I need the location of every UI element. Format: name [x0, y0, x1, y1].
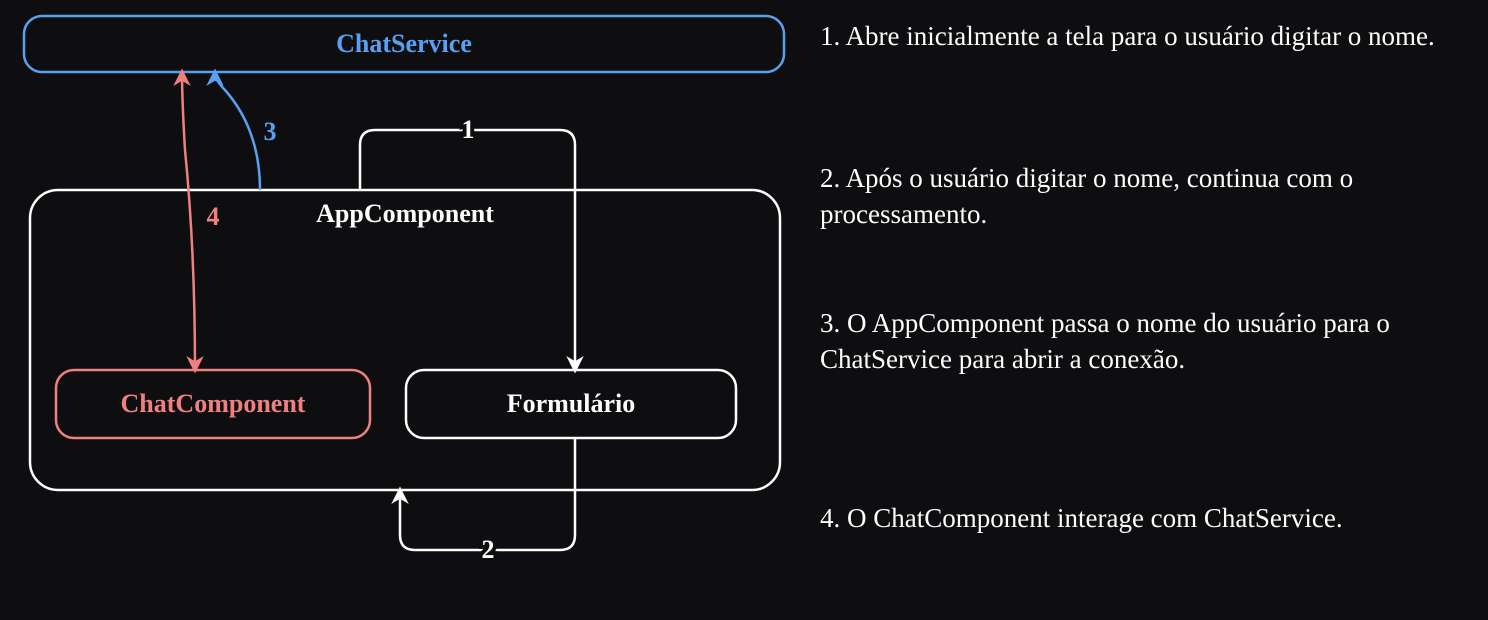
description-3: 3. O AppComponent passa o nome do usuári…	[820, 305, 1458, 378]
edge-3: 3	[215, 72, 277, 190]
edge-4: 4	[182, 72, 220, 370]
formulario-label: Formulário	[507, 389, 636, 418]
chat-service-box: ChatService	[24, 16, 784, 72]
edge-1: 1	[360, 115, 575, 370]
app-component-label: AppComponent	[316, 199, 494, 228]
description-4: 4. O ChatComponent interage com ChatServ…	[820, 500, 1458, 536]
app-component-box: AppComponent	[30, 190, 780, 490]
chat-component-box: ChatComponent	[56, 370, 370, 438]
chat-service-label: ChatService	[336, 29, 472, 58]
edge-3-label: 3	[264, 117, 277, 146]
edge-1-label: 1	[462, 115, 475, 144]
edge-2: 2	[400, 438, 575, 564]
chat-component-label: ChatComponent	[121, 389, 306, 418]
description-2: 2. Após o usuário digitar o nome, contin…	[820, 160, 1458, 233]
edge-4-label: 4	[207, 202, 220, 231]
formulario-box: Formulário	[406, 370, 736, 438]
description-1: 1. Abre inicialmente a tela para o usuár…	[820, 18, 1458, 54]
edge-2-label: 2	[482, 535, 495, 564]
diagram-canvas: ChatService AppComponent ChatComponent F…	[0, 0, 810, 620]
